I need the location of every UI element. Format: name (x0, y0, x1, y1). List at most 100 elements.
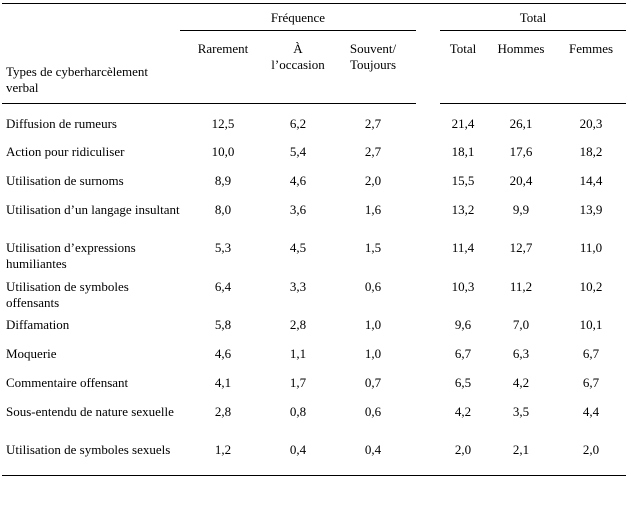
table-row: Utilisation d’expressions humiliantes 5,3… (2, 234, 626, 273)
col-header-total: Total (440, 30, 486, 104)
cell-rarement: 8,0 (214, 202, 232, 217)
table-row: Utilisation de symboles offensants 6,4 3,3… (2, 273, 626, 311)
cell-souvent: 1,0 (364, 317, 382, 332)
cell-hommes: 4,2 (512, 375, 530, 390)
cell-total: 4,2 (454, 404, 472, 419)
cell-souvent: 0,7 (364, 375, 382, 390)
group-gap-cell (416, 3, 440, 30)
col-header-rarement: Rarement (180, 30, 266, 104)
cell-hommes: 6,3 (512, 346, 530, 361)
cell-souvent: 2,7 (364, 115, 382, 131)
cell-souvent: 1,5 (364, 240, 382, 255)
cell-occasion: 1,1 (289, 346, 307, 361)
cell-total: 21,4 (451, 115, 475, 131)
cell-occasion: 2,8 (289, 317, 307, 332)
table-row: Action pour ridiculiser 10,0 5,4 2,7 18,1 17,… (2, 138, 626, 167)
gap-cell (416, 196, 440, 234)
cell-total: 6,5 (454, 375, 472, 390)
cell-occasion: 0,4 (266, 436, 330, 476)
gap-cell (416, 273, 440, 311)
cell-femmes: 11,0 (579, 240, 603, 255)
cell-rarement: 12,5 (211, 115, 235, 131)
cell-hommes: 3,5 (512, 404, 530, 419)
table-row: Utilisation de surnoms 8,9 4,6 2,0 15,5 20,4 1… (2, 167, 626, 196)
cell-souvent: 2,7 (364, 144, 382, 159)
cell-souvent: 1,0 (364, 346, 382, 361)
cell-femmes: 2,0 (556, 436, 626, 476)
row-label: Utilisation de surnoms (6, 173, 124, 188)
cell-rarement: 8,9 (214, 173, 232, 188)
gap-cell (416, 138, 440, 167)
row-label: Utilisation de symboles sexuels (2, 436, 180, 476)
cell-souvent: 0,6 (364, 404, 382, 419)
cell-rarement: 4,1 (214, 375, 232, 390)
cell-rarement: 1,2 (180, 436, 266, 476)
col-header-occasion: À l’occasion (266, 30, 330, 104)
cell-occasion: 4,6 (289, 173, 307, 188)
cell-hommes: 12,7 (509, 240, 533, 255)
table-row: Utilisation de symboles sexuels 1,2 0,4 0,4… (2, 436, 626, 476)
group-underline-row (2, 29, 626, 31)
gap-cell (416, 398, 440, 436)
cell-femmes: 14,4 (579, 173, 603, 188)
table-row: Diffusion de rumeurs 12,5 6,2 2,7 21,4 26,1 20… (2, 103, 626, 138)
cell-occasion: 3,6 (289, 202, 307, 217)
cell-rarement: 4,6 (214, 346, 232, 361)
cyberbullying-table: Fréquence Total Types de cyberharcèlemen… (2, 3, 626, 476)
row-label: Commentaire offensant (6, 375, 129, 390)
row-label: Utilisation d’un langage insultant (6, 202, 180, 217)
cell-hommes: 9,9 (512, 202, 530, 217)
cell-total: 11,4 (451, 240, 475, 255)
frequence-header-text: Fréquence (270, 10, 326, 25)
table-row: Moquerie 4,6 1,1 1,0 6,7 6,3 6,7 (2, 340, 626, 369)
cell-hommes: 20,4 (509, 173, 533, 188)
table-row: Commentaire offensant 4,1 1,7 0,7 6,5 4,2 6,7 (2, 369, 626, 398)
cell-occasion: 0,8 (289, 404, 307, 419)
row-label: Utilisation d’expressions humiliantes (6, 240, 136, 271)
cell-femmes: 20,3 (579, 115, 603, 131)
cell-occasion: 1,7 (289, 375, 307, 390)
cell-occasion: 4,5 (289, 240, 307, 255)
cell-occasion: 6,2 (289, 115, 307, 131)
cell-rarement: 6,4 (214, 279, 232, 294)
table-body: Diffusion de rumeurs 12,5 6,2 2,7 21,4 26,1 20… (2, 103, 626, 476)
table-row: Utilisation d’un langage insultant 8,0 3,6… (2, 196, 626, 234)
cell-rarement: 5,8 (214, 317, 232, 332)
cell-total: 15,5 (451, 173, 475, 188)
gap-cell (416, 436, 440, 476)
cell-souvent: 1,6 (364, 202, 382, 217)
table-row: Diffamation 5,8 2,8 1,0 9,6 7,0 10,1 (2, 311, 626, 340)
row-label: Moquerie (6, 346, 57, 361)
cell-total: 6,7 (454, 346, 472, 361)
col-header-gap (416, 30, 440, 103)
total-header-text: Total (519, 10, 547, 25)
cell-rarement: 5,3 (214, 240, 232, 255)
cell-occasion: 5,4 (289, 144, 307, 159)
row-label: Action pour ridiculiser (6, 144, 125, 159)
cell-hommes: 26,1 (509, 115, 533, 131)
cell-souvent: 0,6 (364, 279, 382, 294)
cell-souvent: 2,0 (364, 173, 382, 188)
total-group-header: Total (440, 3, 626, 30)
gap-cell (416, 167, 440, 196)
cell-femmes: 10,2 (579, 279, 603, 294)
cell-souvent: 0,4 (330, 436, 416, 476)
gap-cell (416, 103, 440, 138)
frequence-group-header: Fréquence (180, 3, 416, 30)
row-label: Utilisation de symboles offensants (6, 279, 129, 310)
cell-total: 10,3 (451, 279, 475, 294)
gap-cell (416, 311, 440, 340)
cell-rarement: 2,8 (214, 404, 232, 419)
cell-femmes: 18,2 (579, 144, 603, 159)
cell-occasion: 3,3 (289, 279, 307, 294)
cell-hommes: 11,2 (509, 279, 533, 294)
col-header-souvent: Souvent/ Toujours (330, 30, 416, 104)
column-header-row: Types de cyberharcèlement verbal Raremen… (2, 30, 626, 104)
cell-total: 13,2 (451, 202, 475, 217)
group-header-row: Fréquence Total (2, 3, 626, 30)
cell-hommes: 2,1 (486, 436, 556, 476)
row-label: Sous-entendu de nature sexuelle (6, 404, 174, 419)
col-header-femmes: Femmes (556, 30, 626, 104)
gap-cell (416, 369, 440, 398)
